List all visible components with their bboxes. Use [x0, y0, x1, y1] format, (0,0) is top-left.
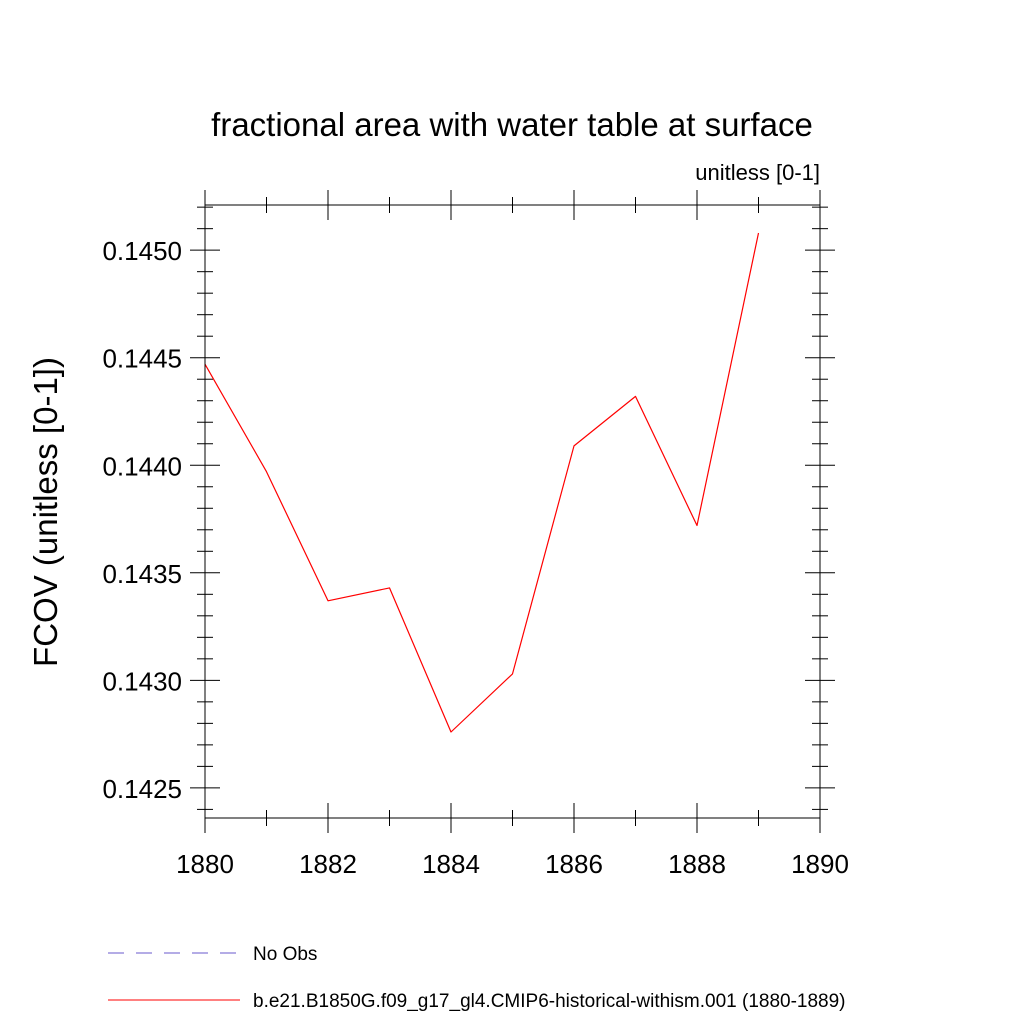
x-tick-label: 1886 [545, 849, 603, 879]
y-tick-label: 0.1435 [102, 559, 182, 589]
axis-ticks [190, 190, 835, 833]
y-tick-label: 0.1425 [102, 774, 182, 804]
x-tick-label: 1884 [422, 849, 480, 879]
legend-label-no-obs: No Obs [253, 944, 317, 965]
x-tick-label: 1890 [791, 849, 849, 879]
plot-frame [204, 204, 821, 819]
x-tick-label: 1888 [668, 849, 726, 879]
legend: No Obs b.e21.B1850G.f09_g17_gl4.CMIP6-hi… [108, 944, 846, 1012]
series-line-model-run [204, 232, 760, 733]
chart-title: fractional area with water table at surf… [211, 106, 813, 143]
y-tick-label: 0.1430 [102, 666, 182, 696]
x-tick-label: 1882 [299, 849, 357, 879]
data-series [204, 232, 760, 733]
axis-tick-labels: 0.1425 0.1430 0.1435 0.1440 0.1445 0.1450 1880… [102, 236, 848, 879]
y-tick-label: 0.1445 [102, 344, 182, 374]
x-tick-label: 1880 [176, 849, 234, 879]
y-tick-label: 0.1450 [102, 236, 182, 266]
chart-units-label: unitless [0-1] [695, 160, 820, 185]
y-tick-label: 0.1440 [102, 451, 182, 481]
legend-label-model-run: b.e21.B1850G.f09_g17_gl4.CMIP6-historica… [253, 991, 846, 1012]
y-axis-label: FCOV (unitless [0-1]) [27, 357, 64, 667]
